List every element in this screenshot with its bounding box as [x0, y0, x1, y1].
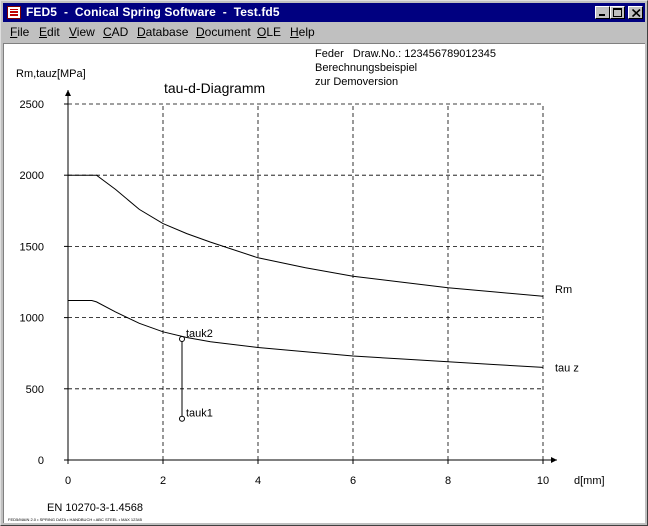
menu-edit[interactable]: Edit [39, 25, 60, 39]
chart-ticks: 0 2 4 6 8 10 0 500 1000 1500 2000 2500 [20, 99, 550, 487]
chart-series: Rm tau z [68, 174, 579, 374]
header-description: Berechnungsbeispiel [315, 62, 418, 74]
window-title: FED5 - Conical Spring Software - Test.fd… [26, 5, 280, 19]
close-icon [632, 9, 641, 17]
x-tick-label: 2 [160, 475, 166, 487]
x-axis-arrow [551, 457, 557, 463]
header-drawing-number: Feder Draw.No.: 123456789012345 [315, 48, 497, 60]
maximize-button[interactable] [610, 6, 625, 19]
y-tick-label: 1500 [20, 241, 44, 253]
annotation-label: tauk2 [186, 328, 213, 340]
menu-cad[interactable]: CAD [103, 25, 129, 39]
close-button[interactable] [628, 6, 643, 19]
menu-ole[interactable]: OLE [257, 25, 282, 39]
spring-app-icon[interactable] [7, 6, 21, 19]
series-line-tau-z [68, 300, 544, 368]
x-axis-label: d[mm] [574, 475, 605, 487]
y-tick-label: 2500 [20, 99, 44, 111]
annotation-point [179, 335, 185, 342]
header-note: zur Demoversion [315, 76, 399, 88]
y-axis-arrow [65, 90, 71, 96]
x-tick-label: 6 [350, 475, 356, 487]
menu-view[interactable]: View [69, 25, 95, 39]
menu-database[interactable]: Database [137, 25, 189, 39]
y-axis-label: Rm,tauz[MPa] [16, 68, 86, 80]
y-tick-label: 1000 [20, 313, 44, 325]
y-tick-label: 2000 [20, 170, 44, 182]
x-tick-label: 0 [65, 475, 71, 487]
menu-bar: File Edit View CAD Database Document OLE… [3, 23, 645, 42]
chart-grid [68, 103, 544, 460]
chart-title: tau-d-Diagramm [164, 80, 265, 96]
menu-document[interactable]: Document [196, 25, 251, 39]
series-label-tau-z: tau z [555, 362, 579, 374]
menu-file[interactable]: File [10, 25, 30, 39]
drawing-area[interactable]: Feder Draw.No.: 123456789012345 Berechnu… [3, 43, 645, 523]
x-tick-label: 4 [255, 475, 261, 487]
tau-d-chart: 0 2 4 6 8 10 0 500 1000 1500 2000 2500 Rm tau z tauk… [16, 68, 605, 487]
title-bar[interactable]: FED5 - Conical Spring Software - Test.fd… [3, 3, 645, 22]
minimize-button[interactable] [595, 6, 610, 19]
menu-help[interactable]: Help [290, 25, 315, 39]
y-tick-label: 500 [26, 384, 44, 396]
chart-axes [65, 90, 557, 463]
x-tick-label: 10 [537, 475, 549, 487]
y-tick-label: 0 [38, 455, 44, 467]
chart-annotations: tauk2 tauk1 [179, 328, 213, 422]
series-label-rm: Rm [555, 284, 572, 296]
x-tick-label: 8 [445, 475, 451, 487]
series-line-rm [68, 174, 544, 297]
annotation-point [179, 415, 185, 422]
material-standard: EN 10270-3-1.4568 [47, 502, 144, 514]
footer-fine-print: FED5/MAIN 2.0 • SPRING DATA • HANDBUCH •… [8, 517, 143, 522]
annotation-label: tauk1 [186, 408, 213, 420]
